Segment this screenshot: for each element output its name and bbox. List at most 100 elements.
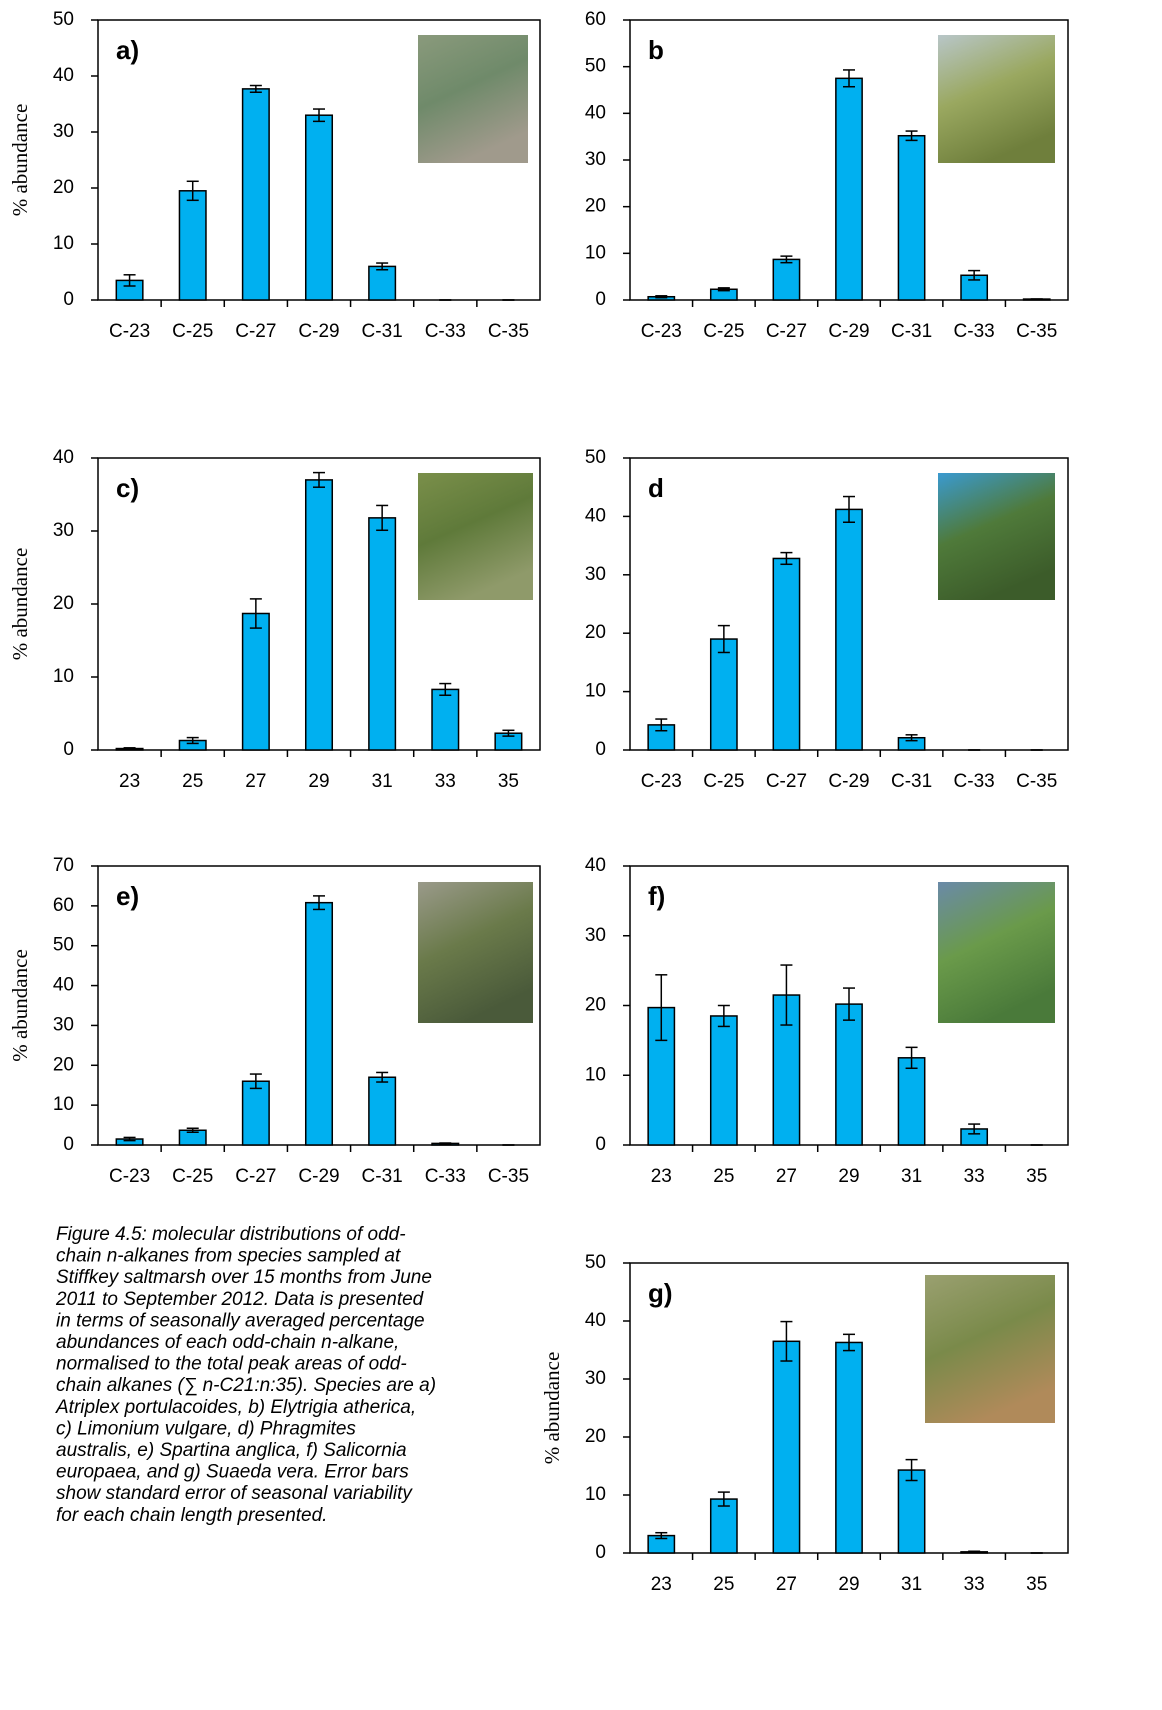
y-tick-label: 40 [585,102,606,123]
bar [178,190,207,301]
y-tick-label: 50 [53,935,74,956]
error-bar [502,729,515,737]
x-tick-label: 29 [838,1166,859,1187]
bar [897,1469,926,1554]
x-tick-label: C-29 [828,771,869,792]
x-tick-label: C-25 [172,321,213,342]
x-tick-label: 35 [498,771,519,792]
bar [241,1080,270,1146]
error-bar [655,1531,668,1540]
error-bar [249,1073,262,1090]
y-tick-label: 20 [585,995,606,1016]
y-tick-label: 30 [585,149,606,170]
y-tick-label: 20 [53,593,74,614]
y-tick-label: 30 [53,1014,74,1035]
error-bar [780,255,793,264]
x-tick-label: C-35 [488,321,529,342]
x-tick-label: 33 [435,771,456,792]
x-tick-label: 25 [182,771,203,792]
error-bar [186,736,199,745]
y-tick-label: 0 [595,739,606,760]
x-tick-label: C-29 [298,1166,339,1187]
error-bar [843,987,855,1021]
bar [368,265,397,301]
y-tick-label: 50 [53,9,74,30]
y-tick-label: 30 [585,925,606,946]
y-axis-title: % abundance [8,949,32,1062]
x-tick-label: 25 [713,1166,734,1187]
error-bar [843,69,855,88]
y-tick-label: 0 [595,1542,606,1563]
x-tick-label: 33 [964,1574,985,1595]
error-bar [249,598,262,629]
chart: 0 10 20 30 40 50 23 25 27 29 31 33 35 g) % abundance [540,1252,1069,1595]
chart: 0 10 20 30 40 50 60 70 C-23 C-25 C-27 C-29 C-31 C-33 C… [8,855,541,1187]
bar [304,114,334,301]
y-tick-label: 60 [585,9,606,30]
chart: 0 10 20 30 40 50 60 C-23 C-25 C-27 C-29 C-31 C-33 C-3… [585,9,1069,342]
bar [304,479,334,751]
error-bar [123,747,136,751]
x-tick-label: C-23 [109,321,150,342]
y-tick-label: 40 [585,1310,606,1331]
x-tick-label: 27 [776,1166,797,1187]
y-axis-title: % abundance [8,548,32,661]
photo [418,473,533,600]
x-tick-label: 23 [651,1166,672,1187]
panel-label: e) [116,881,139,911]
bar [897,134,926,301]
x-tick-label: C-35 [1016,321,1057,342]
x-tick-label: C-25 [703,321,744,342]
y-tick-label: 10 [585,1484,606,1505]
y-tick-label: 60 [53,895,74,916]
error-bar [717,624,730,654]
photo [925,1275,1055,1423]
y-tick-label: 10 [53,1094,74,1115]
error-bar [717,287,730,292]
error-bar [780,964,793,1026]
photo [418,882,533,1023]
y-tick-label: 30 [53,121,74,142]
error-bar [843,1333,855,1352]
bar [368,517,397,751]
chart: 0 10 20 30 40 23 25 27 29 31 33 35 c) % abundance [8,447,541,792]
x-tick-label: C-27 [766,321,807,342]
caption-line: Atriplex portulacoides, b) Elytrigia ath… [55,1397,416,1418]
x-tick-label: C-23 [641,771,682,792]
x-tick-label: 27 [245,771,266,792]
caption-line: 2011 to September 2012. Data is presente… [55,1289,425,1310]
x-tick-label: C-29 [828,321,869,342]
caption-line: Figure 4.5: molecular distributions of o… [56,1224,406,1245]
bar [835,1341,863,1554]
photo [418,35,528,163]
error-bar [376,1071,389,1083]
y-tick-label: 40 [585,505,606,526]
caption-line: show standard error of seasonal variabil… [56,1483,413,1504]
y-tick-label: 30 [585,1368,606,1389]
bar [835,77,863,301]
error-bar [905,1046,918,1070]
y-tick-label: 50 [585,447,606,468]
photo [938,473,1055,600]
error-bar [968,269,981,281]
error-bar [655,295,668,299]
panel-label: f) [648,881,665,911]
x-tick-label: C-31 [362,1166,403,1187]
y-tick-label: 50 [585,56,606,77]
bar [304,901,334,1146]
bar [835,1003,863,1146]
error-bar [905,130,918,142]
bar [431,688,460,751]
caption-line: chain n-alkanes from species sampled at [56,1246,401,1267]
y-tick-label: 20 [53,1054,74,1075]
x-tick-label: 31 [901,1166,922,1187]
bar [772,557,801,751]
panel-label: d [648,473,664,503]
bar [897,1057,926,1146]
caption-line: chain alkanes (∑ n-C21:n:35). Species ar… [56,1375,436,1396]
y-tick-label: 10 [585,1064,606,1085]
error-bar [313,108,325,123]
bar [835,508,863,751]
bar [241,612,270,751]
